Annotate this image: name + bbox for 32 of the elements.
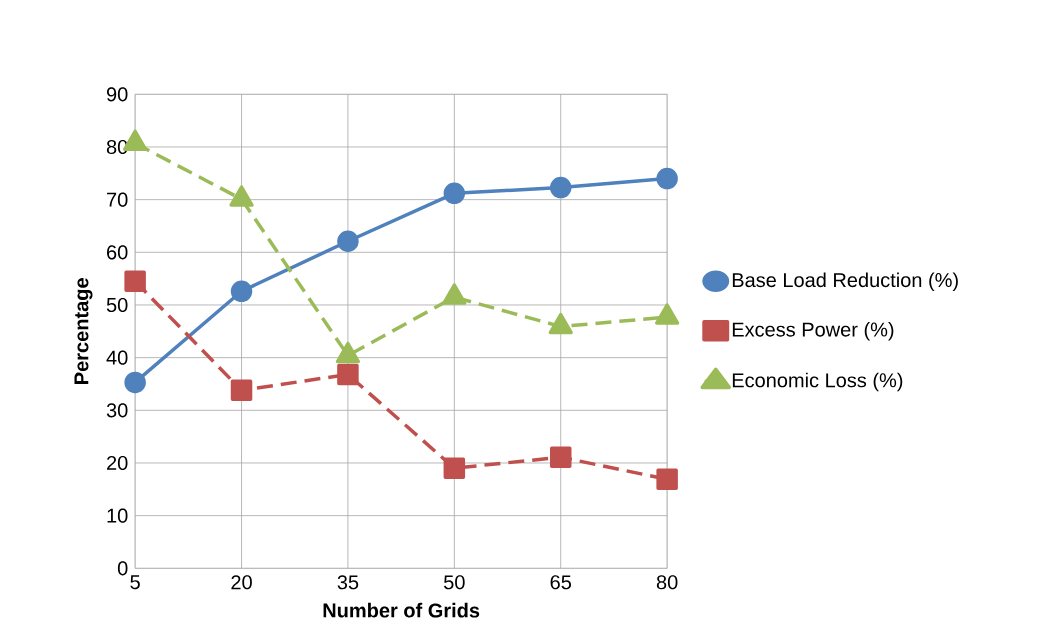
y-tick-label: 50 [106, 297, 128, 313]
y-tick-label: 70 [107, 192, 128, 207]
y-tick-label: 90 [106, 87, 128, 102]
point [549, 176, 572, 199]
y-tick-label: 40 [106, 350, 128, 365]
y-tick-label: 30 [106, 403, 128, 418]
point [230, 379, 253, 402]
legend-label: Base Load Reduction (%) [732, 272, 958, 292]
point [443, 457, 466, 479]
legend-label: Excess Power (%) [732, 321, 894, 341]
point [656, 167, 678, 190]
point [656, 468, 678, 491]
x-tick-label: 20 [231, 575, 252, 590]
x-tick-label: 5 [130, 575, 140, 590]
y-axis-title: Percentage [74, 278, 93, 384]
x-tick-label: 50 [444, 575, 465, 590]
point [337, 363, 359, 386]
y-tick-label: 10 [107, 508, 128, 523]
point [230, 280, 253, 303]
point [124, 270, 146, 293]
y-tick-label: 60 [107, 245, 128, 260]
point [549, 446, 572, 468]
x-tick-label: 65 [550, 575, 572, 590]
legend-label: Economic Loss (%) [732, 372, 903, 392]
y-tick-label: 0 [117, 561, 128, 576]
x-tick-label: 80 [656, 575, 678, 590]
point [443, 182, 466, 205]
x-tick-label: 35 [337, 575, 359, 590]
point [337, 230, 359, 252]
x-axis-title: Number of Grids [323, 602, 480, 618]
point [124, 371, 146, 394]
y-tick-label: 20 [107, 455, 128, 471]
